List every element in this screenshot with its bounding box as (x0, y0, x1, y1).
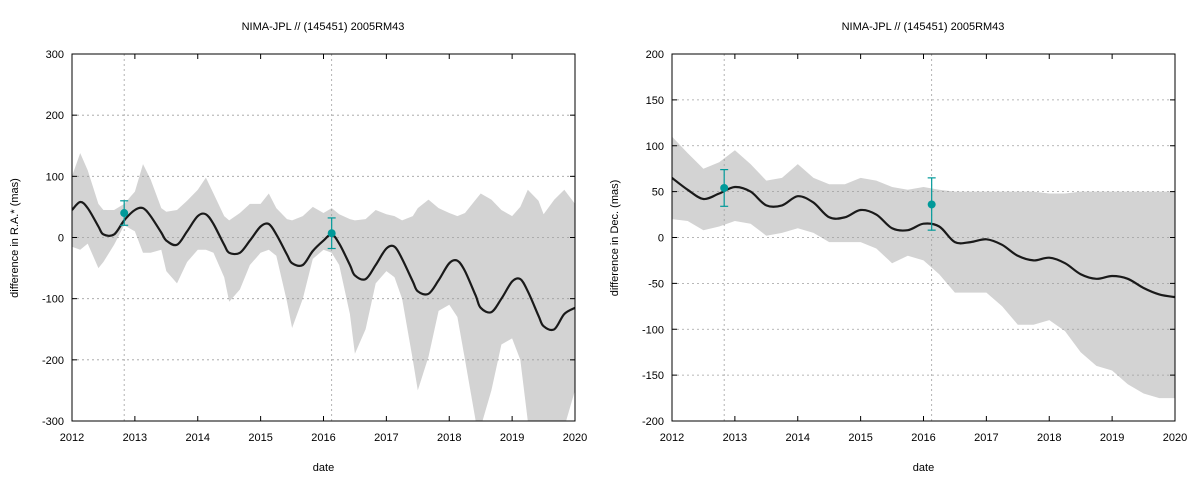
y-tick-label: 200 (646, 49, 664, 61)
observation-marker (720, 183, 729, 192)
x-tick-label: 2012 (660, 432, 684, 444)
uncertainty-band (72, 153, 575, 421)
x-tick-label: 2014 (186, 432, 210, 444)
x-tick-label: 2015 (248, 432, 272, 444)
y-tick-label: 100 (646, 141, 664, 153)
y-tick-label: 100 (46, 171, 64, 183)
observation-point (120, 200, 129, 226)
y-tick-label: -200 (42, 355, 64, 367)
x-axis-label: date (913, 462, 934, 474)
y-tick-label: -100 (642, 324, 664, 336)
y-tick-label: 150 (646, 95, 664, 107)
x-tick-label: 2016 (911, 432, 935, 444)
observation-marker (120, 209, 129, 218)
chart-panel-2: -200 -150 -100 -50 0 50 100 150 200 2012 2013 2014 2… (609, 21, 1187, 474)
x-tick-label: 2019 (500, 432, 524, 444)
x-axis-label: date (313, 462, 334, 474)
observation-marker (327, 229, 336, 238)
y-tick-label: -300 (42, 416, 64, 428)
x-tick-label: 2018 (1037, 432, 1061, 444)
y-tick-label: 50 (652, 187, 664, 199)
x-tick-label: 2020 (563, 432, 587, 444)
x-tick-label: 2018 (437, 432, 461, 444)
observation-point (327, 217, 336, 250)
y-tick-label: -50 (648, 278, 664, 290)
y-tick-label: 0 (658, 233, 664, 245)
y-tick-label: -200 (642, 416, 664, 428)
y-tick-label: 200 (46, 110, 64, 122)
x-tick-label: 2019 (1100, 432, 1124, 444)
x-tick-label: 2014 (786, 432, 810, 444)
y-axis-label: difference in Dec. (mas) (609, 180, 621, 297)
y-tick-label: -150 (642, 370, 664, 382)
y-axis-label: difference in R.A.* (mas) (9, 178, 21, 298)
chart-panel-1: -300 -200 -100 0 100 200 300 2012 2013 2014 2015 20… (9, 21, 587, 474)
chart-title: NIMA-JPL // (145451) 2005RM43 (242, 21, 405, 33)
x-tick-label: 2016 (311, 432, 335, 444)
observation-marker (927, 200, 936, 209)
x-tick-label: 2013 (123, 432, 147, 444)
observation-point (720, 169, 729, 207)
observation-point (927, 177, 936, 231)
x-tick-label: 2015 (848, 432, 872, 444)
x-tick-label: 2013 (723, 432, 747, 444)
x-tick-label: 2017 (974, 432, 998, 444)
chart-title: NIMA-JPL // (145451) 2005RM43 (842, 21, 1005, 33)
model-difference-curve (672, 177, 1175, 299)
x-tick-label: 2017 (374, 432, 398, 444)
y-tick-label: 0 (58, 233, 64, 245)
y-tick-label: -100 (42, 294, 64, 306)
x-tick-label: 2012 (60, 432, 84, 444)
uncertainty-band (672, 136, 1175, 399)
y-tick-label: 300 (46, 49, 64, 61)
x-tick-label: 2020 (1163, 432, 1187, 444)
model-difference-curve (72, 200, 575, 332)
